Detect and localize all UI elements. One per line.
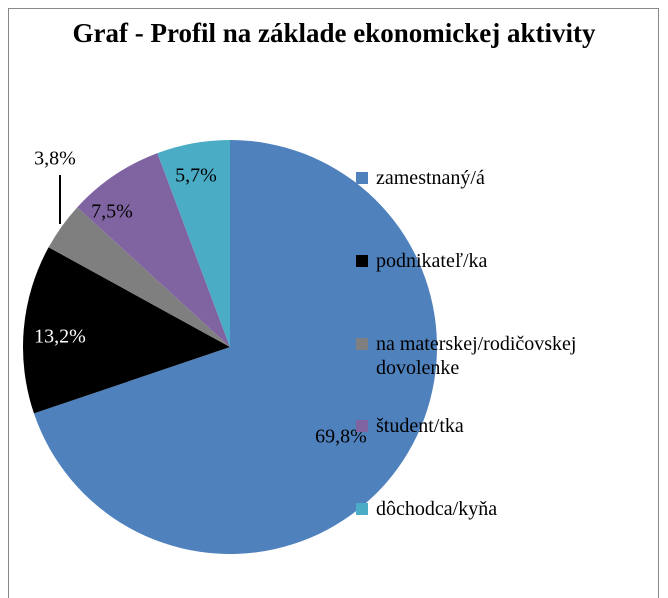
legend-item: na materskej/rodičovskej dovolenke bbox=[356, 332, 646, 380]
legend-label: podnikateľ/ka bbox=[376, 250, 488, 272]
legend-item: zamestnaný/á bbox=[356, 166, 646, 190]
pie-slice bbox=[157, 140, 230, 347]
legend-swatch bbox=[356, 503, 368, 515]
legend-label: na materskej/rodičovskej dovolenke bbox=[376, 333, 577, 379]
legend-item: študent/tka bbox=[356, 414, 646, 438]
chart-frame bbox=[8, 8, 659, 598]
data-label: 3,8% bbox=[34, 148, 76, 170]
data-label: 7,5% bbox=[91, 201, 133, 223]
legend-item: podnikateľ/ka bbox=[356, 249, 646, 273]
legend-item: dôchodca/kyňa bbox=[356, 497, 646, 521]
legend-swatch bbox=[356, 420, 368, 432]
legend-swatch bbox=[356, 255, 368, 267]
pie-slice bbox=[33, 140, 437, 554]
chart-title: Graf - Profil na základe ekonomickej akt… bbox=[72, 18, 596, 48]
data-label: 5,7% bbox=[175, 165, 217, 187]
legend-label: dôchodca/kyňa bbox=[376, 498, 498, 520]
pie-slice bbox=[48, 207, 230, 347]
legend-label: študent/tka bbox=[376, 415, 464, 437]
data-label: 13,2% bbox=[34, 326, 86, 348]
legend-swatch bbox=[356, 172, 368, 184]
pie-slice bbox=[23, 247, 231, 414]
legend-label: zamestnaný/á bbox=[376, 167, 485, 189]
legend-swatch bbox=[356, 338, 368, 350]
pie-slice bbox=[77, 153, 231, 347]
data-label: 69,8% bbox=[315, 426, 367, 448]
